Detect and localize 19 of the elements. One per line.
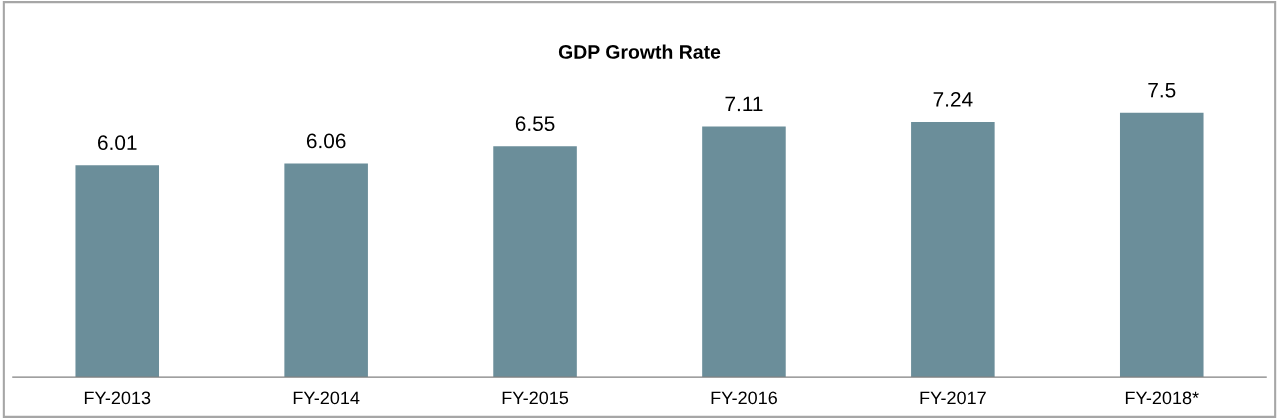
- bar: [75, 165, 160, 378]
- data-label: 7.24: [933, 91, 973, 107]
- x-tick-label: FY-2018*: [1125, 391, 1199, 405]
- data-label: 7.11: [725, 96, 763, 112]
- bar: [493, 146, 577, 378]
- x-tick-label: FY-2017: [920, 391, 986, 405]
- data-label: 6.55: [515, 116, 555, 132]
- data-label: 7.5: [1148, 83, 1176, 98]
- x-tick-label: FY-2015: [502, 391, 569, 405]
- x-tick-label: FY-2014: [293, 391, 360, 405]
- bar: [911, 121, 995, 378]
- bar: [1119, 112, 1204, 378]
- x-tick-label: FY-2016: [711, 391, 777, 405]
- bar: [702, 126, 786, 378]
- data-label: 6.01: [98, 135, 137, 151]
- data-label: 6.06: [306, 133, 346, 149]
- bar: [284, 163, 368, 378]
- x-tick-label: FY-2013: [84, 391, 151, 405]
- chart-title: GDP Growth Rate: [558, 44, 721, 59]
